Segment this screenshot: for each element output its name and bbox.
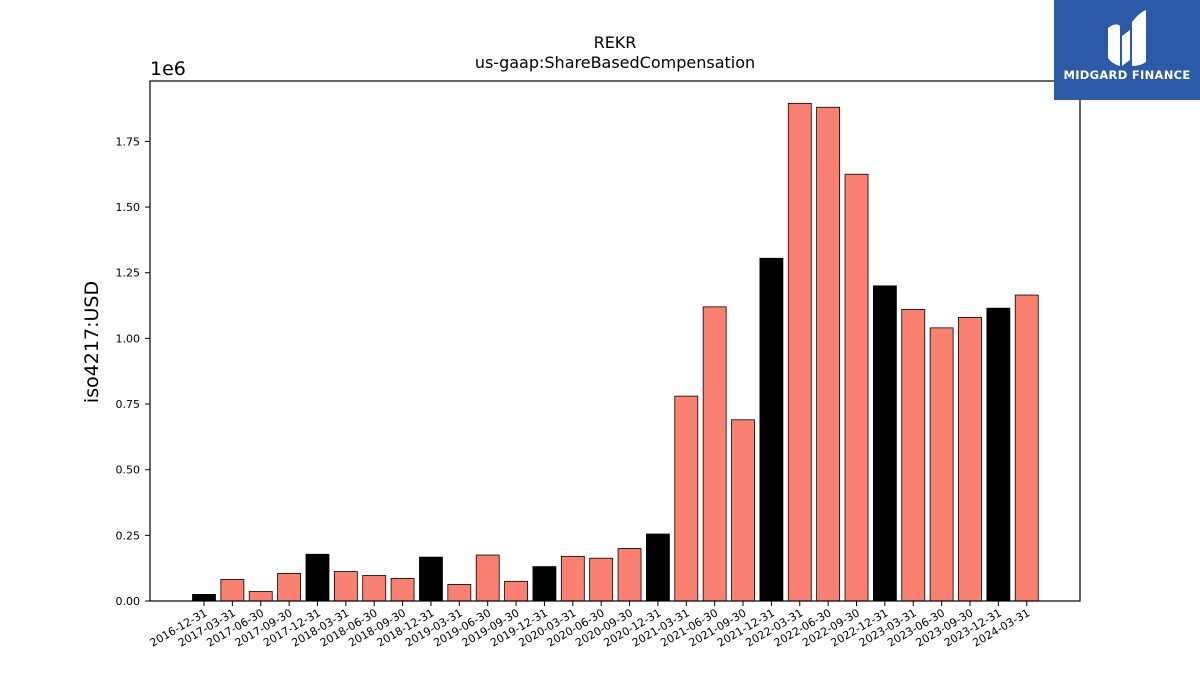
bar-2021-03-31 [674, 395, 699, 602]
bar-2019-06-30 [475, 554, 500, 602]
y-tick-label: 0.75 [116, 398, 141, 411]
bar-2017-12-31 [305, 553, 330, 602]
bar-2020-12-31 [646, 533, 670, 602]
bars [192, 102, 1039, 602]
bar-2020-03-31 [560, 555, 585, 602]
bar-2016-12-31 [192, 594, 216, 602]
bar-2021-09-30 [731, 419, 755, 602]
bar-2020-09-30 [617, 548, 642, 602]
logo-mark-icon [1108, 10, 1146, 66]
chart-title: REKR [594, 33, 637, 52]
midgard-finance-logo: MIDGARD FINANCE [1054, 0, 1200, 100]
y-axis-ticks: 0.00 0.25 0.50 0.75 1.00 1.25 1.50 1.75 [116, 135, 150, 608]
bar-2023-12-31 [986, 307, 1011, 602]
logo-text: MIDGARD FINANCE [1063, 68, 1191, 82]
bar-2022-09-30 [844, 173, 869, 602]
bar-2019-03-31 [447, 584, 472, 602]
plot-frame [149, 80, 1081, 602]
bar-2023-03-31 [901, 309, 926, 602]
y-tick-label: 0.00 [116, 595, 141, 608]
y-tick-label: 1.75 [116, 135, 141, 148]
bar-2017-09-30 [277, 573, 302, 602]
y-multiplier-label: 1e6 [150, 58, 186, 80]
bar-2018-06-30 [362, 575, 387, 602]
bar-2018-09-30 [390, 578, 415, 602]
bar-2022-12-31 [872, 285, 897, 602]
bar-2022-06-30 [816, 106, 841, 602]
bar-2023-09-30 [958, 316, 982, 602]
bar-2021-12-31 [759, 257, 784, 602]
y-tick-label: 1.50 [116, 201, 141, 214]
bar-2018-03-31 [333, 571, 358, 602]
bar-2020-06-30 [589, 557, 614, 602]
bar-2024-03-31 [1014, 294, 1039, 602]
chart-subtitle: us-gaap:ShareBasedCompensation [475, 53, 755, 72]
bar-2017-06-30 [248, 591, 273, 602]
y-tick-label: 1.25 [116, 267, 141, 280]
y-tick-label: 1.00 [116, 332, 141, 345]
bar-2023-06-30 [929, 327, 954, 602]
bar-2019-09-30 [504, 580, 528, 602]
bar-2019-12-31 [532, 566, 557, 602]
bar-2022-03-31 [787, 102, 812, 602]
bar-2018-12-31 [419, 556, 443, 602]
y-axis-label: iso4217:USD [81, 281, 103, 403]
x-axis-ticks: 2016-12-312017-03-312017-06-302017-09-30… [148, 601, 1032, 650]
bar-2017-03-31 [220, 579, 245, 602]
y-tick-label: 0.25 [116, 529, 141, 542]
y-tick-label: 0.50 [116, 464, 141, 477]
bar-2021-06-30 [702, 306, 727, 602]
